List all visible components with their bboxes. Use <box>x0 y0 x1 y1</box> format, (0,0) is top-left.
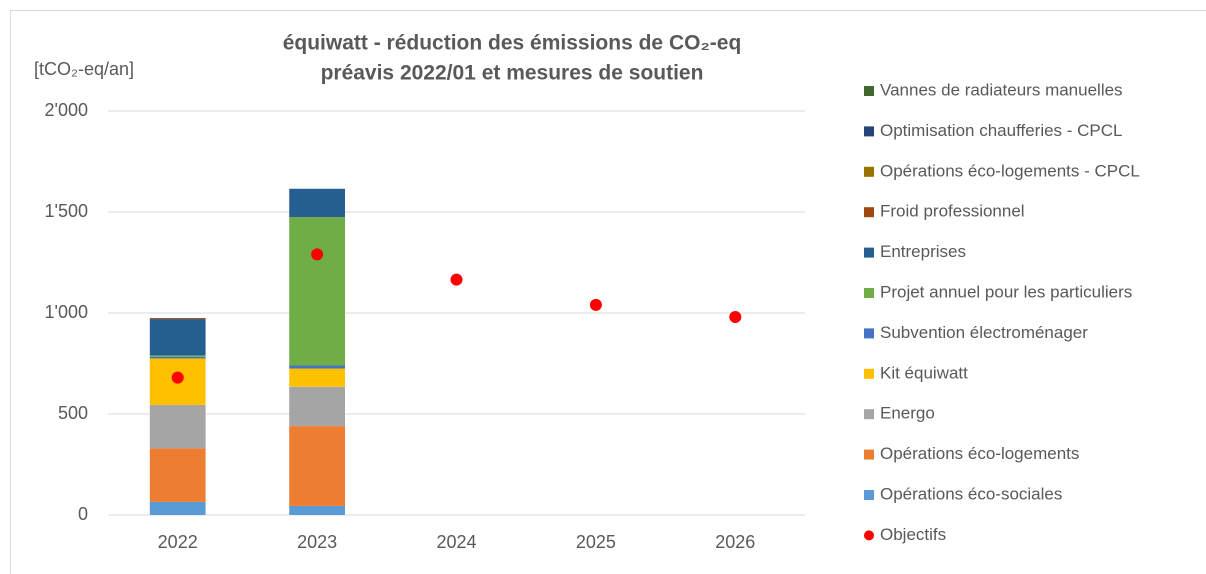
legend-marker <box>864 166 874 177</box>
legend-label: Projet annuel pour les particuliers <box>880 282 1132 301</box>
legend-label: Energo <box>880 404 935 423</box>
bar-segment <box>289 368 345 387</box>
legend-marker <box>864 530 874 541</box>
bar-segment <box>289 188 345 218</box>
chart-subtitle: préavis 2022/01 et mesures de soutien <box>321 62 704 85</box>
x-tick-label: 2022 <box>158 532 198 552</box>
legend-label: Optimisation chaufferies - CPCL <box>880 121 1123 140</box>
y-tick-label: 0 <box>78 504 88 524</box>
legend-label: Entreprises <box>880 242 966 261</box>
bar-segment <box>289 505 345 515</box>
legend-marker <box>864 328 874 339</box>
objective-point <box>589 298 602 311</box>
legend-marker <box>864 247 874 258</box>
legend-label: Objectifs <box>880 525 946 544</box>
bar-segment <box>289 426 345 506</box>
chart-frame <box>10 10 1206 574</box>
y-tick-label: 1'000 <box>45 302 88 322</box>
objective-point <box>450 273 463 286</box>
legend-label: Froid professionnel <box>880 202 1025 221</box>
bar-segment <box>149 356 206 359</box>
legend-label: Kit équiwatt <box>880 363 968 382</box>
legend-marker <box>864 490 874 500</box>
legend-marker <box>864 409 874 420</box>
bar-segment <box>149 318 206 320</box>
objective-point <box>171 371 184 384</box>
bar-segment <box>289 386 345 427</box>
y-tick-label: 1'500 <box>45 201 88 221</box>
legend-marker <box>864 288 874 298</box>
bar-segment <box>149 501 206 515</box>
y-tick-label: 500 <box>58 403 88 423</box>
bar-segment <box>149 404 206 449</box>
legend-marker <box>864 449 874 460</box>
x-tick-label: 2025 <box>576 532 616 552</box>
legend-label: Opérations éco-sociales <box>880 484 1062 503</box>
bar-segment <box>149 355 206 357</box>
legend-marker <box>864 368 874 379</box>
chart-title: équiwatt - réduction des émissions de CO… <box>283 32 742 55</box>
x-tick-label: 2024 <box>436 532 476 552</box>
bar-segment <box>149 448 206 502</box>
legend-label: Vannes de radiateurs manuelles <box>880 80 1123 99</box>
objective-point <box>729 311 742 324</box>
bar-segment <box>289 217 345 366</box>
legend-label: Opérations éco-logements <box>880 444 1079 463</box>
bar-segment <box>149 319 206 356</box>
legend-marker <box>864 86 874 96</box>
legend-marker <box>864 207 874 218</box>
objective-point <box>311 248 324 261</box>
y-tick-label: 2'000 <box>45 100 88 120</box>
legend-marker <box>864 126 874 137</box>
y-axis-label: [tCO₂-eq/an] <box>34 59 134 79</box>
x-tick-label: 2023 <box>297 532 337 552</box>
legend-label: Opérations éco-logements - CPCL <box>880 161 1140 180</box>
bar-segment <box>289 365 345 369</box>
legend-label: Subvention électroménager <box>880 323 1088 342</box>
x-tick-label: 2026 <box>715 532 755 552</box>
